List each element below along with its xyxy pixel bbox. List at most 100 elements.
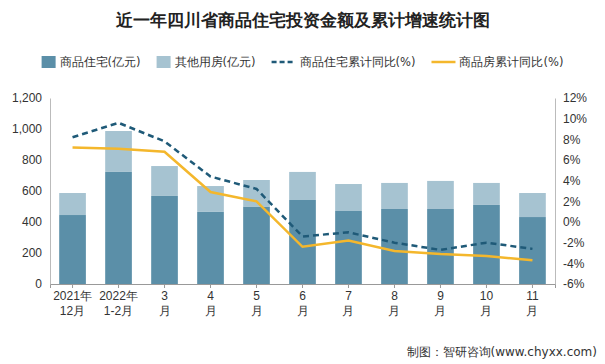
tick-mark <box>164 284 165 288</box>
legend-swatch <box>157 56 171 68</box>
bar <box>151 196 178 284</box>
tick-label: 11月 <box>526 289 539 318</box>
tick: -6% <box>555 277 585 291</box>
bar <box>105 172 132 284</box>
tick: 2022年1-2月 <box>99 284 138 318</box>
y-axis: 0 200 400 600 800 1,000 1,200 <box>12 91 51 291</box>
tick: 0 <box>35 277 50 291</box>
x-axis: 2021年12月2022年1-2月 3月 4月 5月 6月 7月 8月 9月 10月 11月 <box>51 284 556 318</box>
tick-label: 400 <box>22 215 42 229</box>
tick-label: 10% <box>563 112 587 126</box>
tick-mark <box>440 284 441 288</box>
tick: 10% <box>555 112 587 126</box>
legend: 商品住宅(亿元) 其他用房(亿元) 商品住宅累计同比(%) 商品房累计同比(%) <box>42 55 564 69</box>
tick: 0% <box>555 215 581 229</box>
bar <box>289 200 316 284</box>
bar <box>335 211 362 284</box>
tick-label: 2% <box>563 195 581 209</box>
tick-label: -6% <box>563 277 585 291</box>
tick: 800 <box>22 153 50 167</box>
tick-label: 1,000 <box>12 122 42 136</box>
bar <box>197 212 224 284</box>
tick-mark <box>394 284 395 288</box>
tick: 1,200 <box>12 91 50 105</box>
tick-label: 5月 <box>251 289 263 318</box>
legend-label: 商品房累计同比(%) <box>459 55 563 69</box>
tick-mark <box>486 284 487 288</box>
tick-label: 200 <box>22 246 42 260</box>
tick-label: 0 <box>35 277 42 291</box>
bar <box>197 186 224 212</box>
bar <box>243 207 270 285</box>
title: 近一年四川省商品住宅投资金额及累计增速统计图 <box>115 10 490 30</box>
tick: 8月 <box>388 284 400 318</box>
bar <box>519 193 546 217</box>
chart-root: 近一年四川省商品住宅投资金额及累计增速统计图 0 200 400 600 800 1,000… <box>0 0 605 364</box>
annotation: 制图：智研咨询(www.chyxx.com) <box>407 345 597 359</box>
bar <box>151 166 178 196</box>
tick-label: 0% <box>563 215 581 229</box>
axis-line <box>51 285 556 289</box>
axis-line <box>50 99 51 285</box>
legend-swatch <box>431 61 455 64</box>
bar <box>289 172 316 200</box>
tick: 8% <box>555 133 581 147</box>
plot-marks <box>59 123 546 284</box>
tick-mark <box>256 284 257 288</box>
tick: 4月 <box>205 284 217 318</box>
bar <box>427 209 454 284</box>
tick: 5月 <box>251 284 263 318</box>
bar <box>473 183 500 205</box>
legend-swatch <box>42 56 56 68</box>
tick-mark <box>348 284 349 288</box>
bar <box>381 209 408 284</box>
tick: 200 <box>22 246 50 260</box>
legend-label: 其他用房(亿元) <box>175 55 256 69</box>
tick: 3月 <box>159 284 171 318</box>
tick-label: 800 <box>22 153 42 167</box>
tick: 4% <box>555 174 581 188</box>
tick: 2021年12月 <box>53 284 92 318</box>
tick: 6% <box>555 153 581 167</box>
tick: 400 <box>22 215 50 229</box>
tick-mark <box>302 284 303 288</box>
legend-label: 商品住宅(亿元) <box>60 55 141 69</box>
bar <box>519 217 546 284</box>
bar <box>381 183 408 209</box>
legend-label: 商品住宅累计同比(%) <box>300 55 416 69</box>
tick-label: 12% <box>563 91 587 105</box>
legend-item: 商品房累计同比(%) <box>431 55 563 69</box>
bar <box>335 184 362 211</box>
bar <box>59 215 86 284</box>
axis-line <box>555 99 556 285</box>
tick: 1,000 <box>12 122 50 136</box>
tick-label: 2021年12月 <box>53 289 92 318</box>
tick: 2% <box>555 195 581 209</box>
tick-mark <box>210 284 211 288</box>
tick-label: 4月 <box>205 289 217 318</box>
tick: 11月 <box>526 284 539 318</box>
tick: 10月 <box>480 284 494 318</box>
tick-label: 8月 <box>388 289 400 318</box>
line <box>73 123 533 250</box>
tick-label: 4% <box>563 174 581 188</box>
tick-label: 9月 <box>434 289 446 318</box>
tick-label: 10月 <box>480 289 494 318</box>
tick-label: 600 <box>22 184 42 198</box>
tick: 600 <box>22 184 50 198</box>
tick-label: -2% <box>563 236 585 250</box>
tick: 6月 <box>297 284 309 318</box>
tick-label: 2022年1-2月 <box>99 289 138 318</box>
tick-mark <box>118 284 119 288</box>
tick-mark <box>72 284 73 288</box>
legend-item: 商品住宅累计同比(%) <box>272 55 416 69</box>
legend-item: 其他用房(亿元) <box>157 55 256 69</box>
tick: -2% <box>555 236 585 250</box>
tick-label: 8% <box>563 133 581 147</box>
tick: 9月 <box>434 284 446 318</box>
y2-axis: -6%-4%-2%0%2%4%6%8%10%12% <box>555 91 587 291</box>
tick-label: 7月 <box>342 289 354 318</box>
legend-swatch <box>272 61 296 64</box>
tick-label: 3月 <box>159 289 171 318</box>
tick: 7月 <box>342 284 354 318</box>
